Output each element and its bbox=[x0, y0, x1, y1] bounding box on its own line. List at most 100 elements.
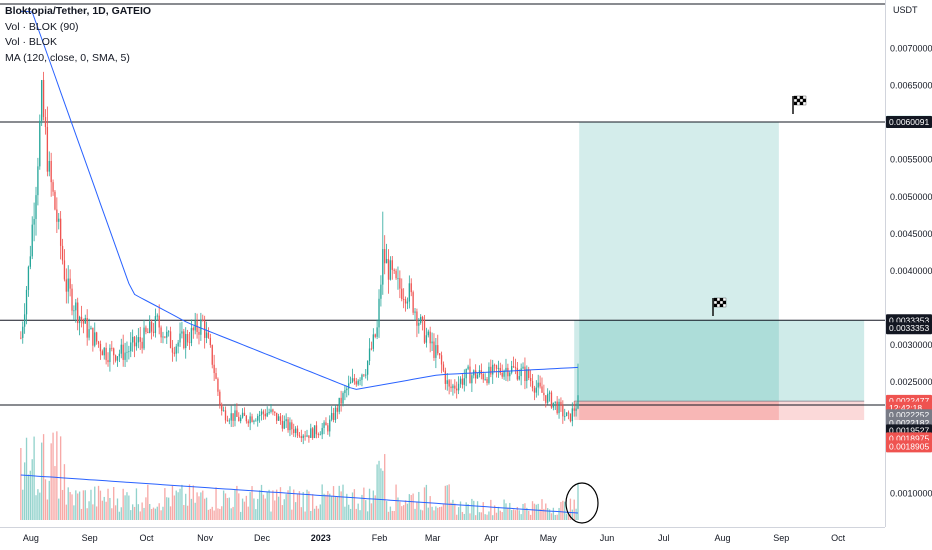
volume-bars bbox=[20, 431, 579, 520]
volume-bar bbox=[340, 491, 342, 520]
volume-bar bbox=[414, 508, 416, 520]
flag-square bbox=[713, 300, 718, 305]
volume-bar bbox=[384, 454, 386, 520]
volume-bar bbox=[266, 491, 268, 520]
candle-body bbox=[520, 368, 522, 377]
volume-bar bbox=[219, 508, 221, 520]
candle-body bbox=[249, 416, 251, 424]
candle-body bbox=[46, 126, 49, 172]
candle-body bbox=[255, 420, 257, 422]
volume-bar bbox=[507, 507, 509, 520]
candle-body bbox=[88, 329, 90, 338]
candle-body bbox=[406, 301, 409, 304]
price-tick-label: 0.0025000 bbox=[890, 377, 932, 387]
price-tag[interactable] bbox=[886, 115, 932, 128]
candle-body bbox=[272, 409, 274, 412]
volume-bar bbox=[522, 503, 524, 520]
candle-body bbox=[522, 366, 524, 369]
candle-body bbox=[71, 288, 73, 311]
candle-body bbox=[338, 397, 340, 412]
volume-bar bbox=[29, 470, 31, 520]
volume-bar bbox=[130, 510, 132, 520]
candle-body bbox=[313, 425, 316, 438]
candle-body bbox=[531, 381, 534, 389]
volume-bar bbox=[359, 510, 361, 520]
candle-body bbox=[63, 260, 66, 280]
candle-body bbox=[264, 413, 266, 417]
long-position-target-zone[interactable] bbox=[579, 121, 779, 402]
candle-body bbox=[285, 419, 287, 422]
volume-bar bbox=[77, 493, 79, 520]
volume-indicator-label-2[interactable]: Vol · BLOK bbox=[5, 36, 57, 48]
candle-body bbox=[186, 334, 189, 343]
candle-body bbox=[401, 288, 403, 300]
candle-body bbox=[380, 284, 382, 299]
candle-body bbox=[567, 412, 570, 414]
candle-body bbox=[457, 383, 460, 391]
candle-body bbox=[50, 160, 52, 183]
candle-body bbox=[289, 422, 291, 431]
candle-body bbox=[169, 331, 172, 348]
candle-body bbox=[378, 298, 380, 328]
long-position-target-zone-2[interactable] bbox=[574, 320, 865, 402]
volume-bar bbox=[198, 496, 200, 520]
candle-body bbox=[423, 320, 426, 343]
price-tick-label: 0.0030000 bbox=[890, 340, 932, 350]
volume-bar bbox=[573, 499, 575, 520]
volume-indicator-label[interactable]: Vol · BLOK (90) bbox=[5, 20, 79, 33]
volume-bar bbox=[560, 501, 562, 520]
volume-bar bbox=[181, 484, 183, 520]
moving-average-label[interactable]: MA (120, close, 0, SMA, 5) bbox=[5, 51, 130, 64]
candle-body bbox=[325, 422, 327, 426]
volume-bar bbox=[533, 503, 536, 520]
volume-bar bbox=[289, 486, 291, 520]
candle-body bbox=[437, 345, 439, 354]
volume-bar bbox=[243, 501, 246, 520]
highlight-circle[interactable] bbox=[565, 482, 599, 524]
candle-body bbox=[565, 412, 568, 417]
candle-body bbox=[308, 435, 310, 438]
candle-body bbox=[175, 346, 177, 354]
price-tag[interactable] bbox=[886, 440, 932, 453]
volume-bar bbox=[355, 508, 357, 520]
long-position-stop-zone[interactable] bbox=[579, 401, 779, 421]
volume-bar bbox=[302, 491, 304, 520]
volume-bar bbox=[512, 509, 515, 520]
target-flag-icon[interactable] bbox=[792, 95, 807, 114]
candle-body bbox=[440, 355, 443, 365]
candle-body bbox=[471, 375, 473, 384]
volume-bar bbox=[109, 497, 111, 520]
price-tag[interactable] bbox=[886, 322, 932, 335]
candle-body bbox=[304, 435, 306, 437]
candle-body bbox=[58, 218, 60, 222]
candle-body bbox=[550, 392, 553, 408]
candle-body bbox=[571, 408, 573, 422]
candle-body bbox=[177, 342, 179, 347]
candle-body bbox=[459, 378, 462, 384]
volume-bar bbox=[459, 501, 462, 520]
volume-bar bbox=[122, 488, 124, 520]
volume-bar bbox=[531, 501, 534, 520]
volume-bar bbox=[95, 506, 98, 520]
candle-body bbox=[575, 408, 577, 411]
volume-bar bbox=[73, 505, 75, 520]
long-position-stop-zone-2[interactable] bbox=[574, 401, 865, 421]
candle-body bbox=[150, 321, 153, 332]
volume-bar bbox=[287, 490, 289, 520]
candle-body bbox=[395, 270, 397, 279]
candle-body bbox=[101, 351, 103, 356]
symbol-title[interactable]: Bloktopia/Tether, 1D, GATEIO bbox=[5, 5, 152, 17]
candle-body bbox=[257, 416, 259, 421]
volume-bar bbox=[342, 484, 344, 520]
volume-bar bbox=[194, 502, 196, 520]
volume-bar bbox=[493, 505, 496, 520]
volume-bar bbox=[412, 493, 414, 520]
volume-bar bbox=[378, 460, 380, 520]
candle-body bbox=[577, 395, 579, 409]
candle-body bbox=[433, 341, 435, 358]
volume-bar bbox=[114, 505, 117, 520]
target-flag-icon-2[interactable] bbox=[712, 297, 727, 316]
volume-bar bbox=[283, 499, 285, 520]
